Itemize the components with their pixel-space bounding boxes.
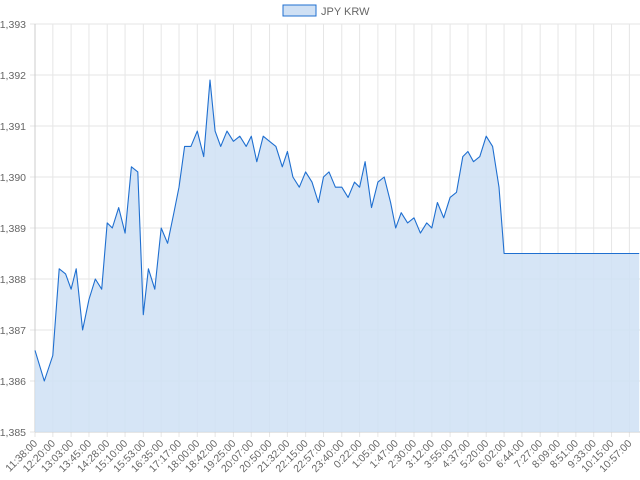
y-tick-label: 1,386	[0, 376, 26, 388]
plot-area	[34, 79, 640, 432]
y-tick-label: 1,393	[0, 19, 26, 31]
y-tick-label: 1,392	[0, 70, 26, 82]
series-line	[34, 79, 640, 382]
legend[interactable]: JPY KRW	[282, 4, 370, 18]
y-tick-label: 1,385	[0, 427, 26, 439]
y-tick-label: 1,387	[0, 325, 26, 337]
y-tick-label: 1,390	[0, 172, 26, 184]
legend-label[interactable]: JPY KRW	[321, 6, 370, 18]
series-area-fill	[35, 80, 640, 432]
y-axis-ticks: 1,385 1,386 1,387 1,388 1,389 1,390 1,391 1,392…	[0, 19, 26, 439]
y-tick-label: 1,388	[0, 274, 26, 286]
x-axis-ticks: 11:38:0012:20:0013:03:0013:45:0014:28:00…	[3, 438, 634, 476]
legend-swatch[interactable]	[282, 4, 317, 17]
y-tick-label: 1,389	[0, 223, 26, 235]
y-tick-label: 1,391	[0, 121, 26, 133]
